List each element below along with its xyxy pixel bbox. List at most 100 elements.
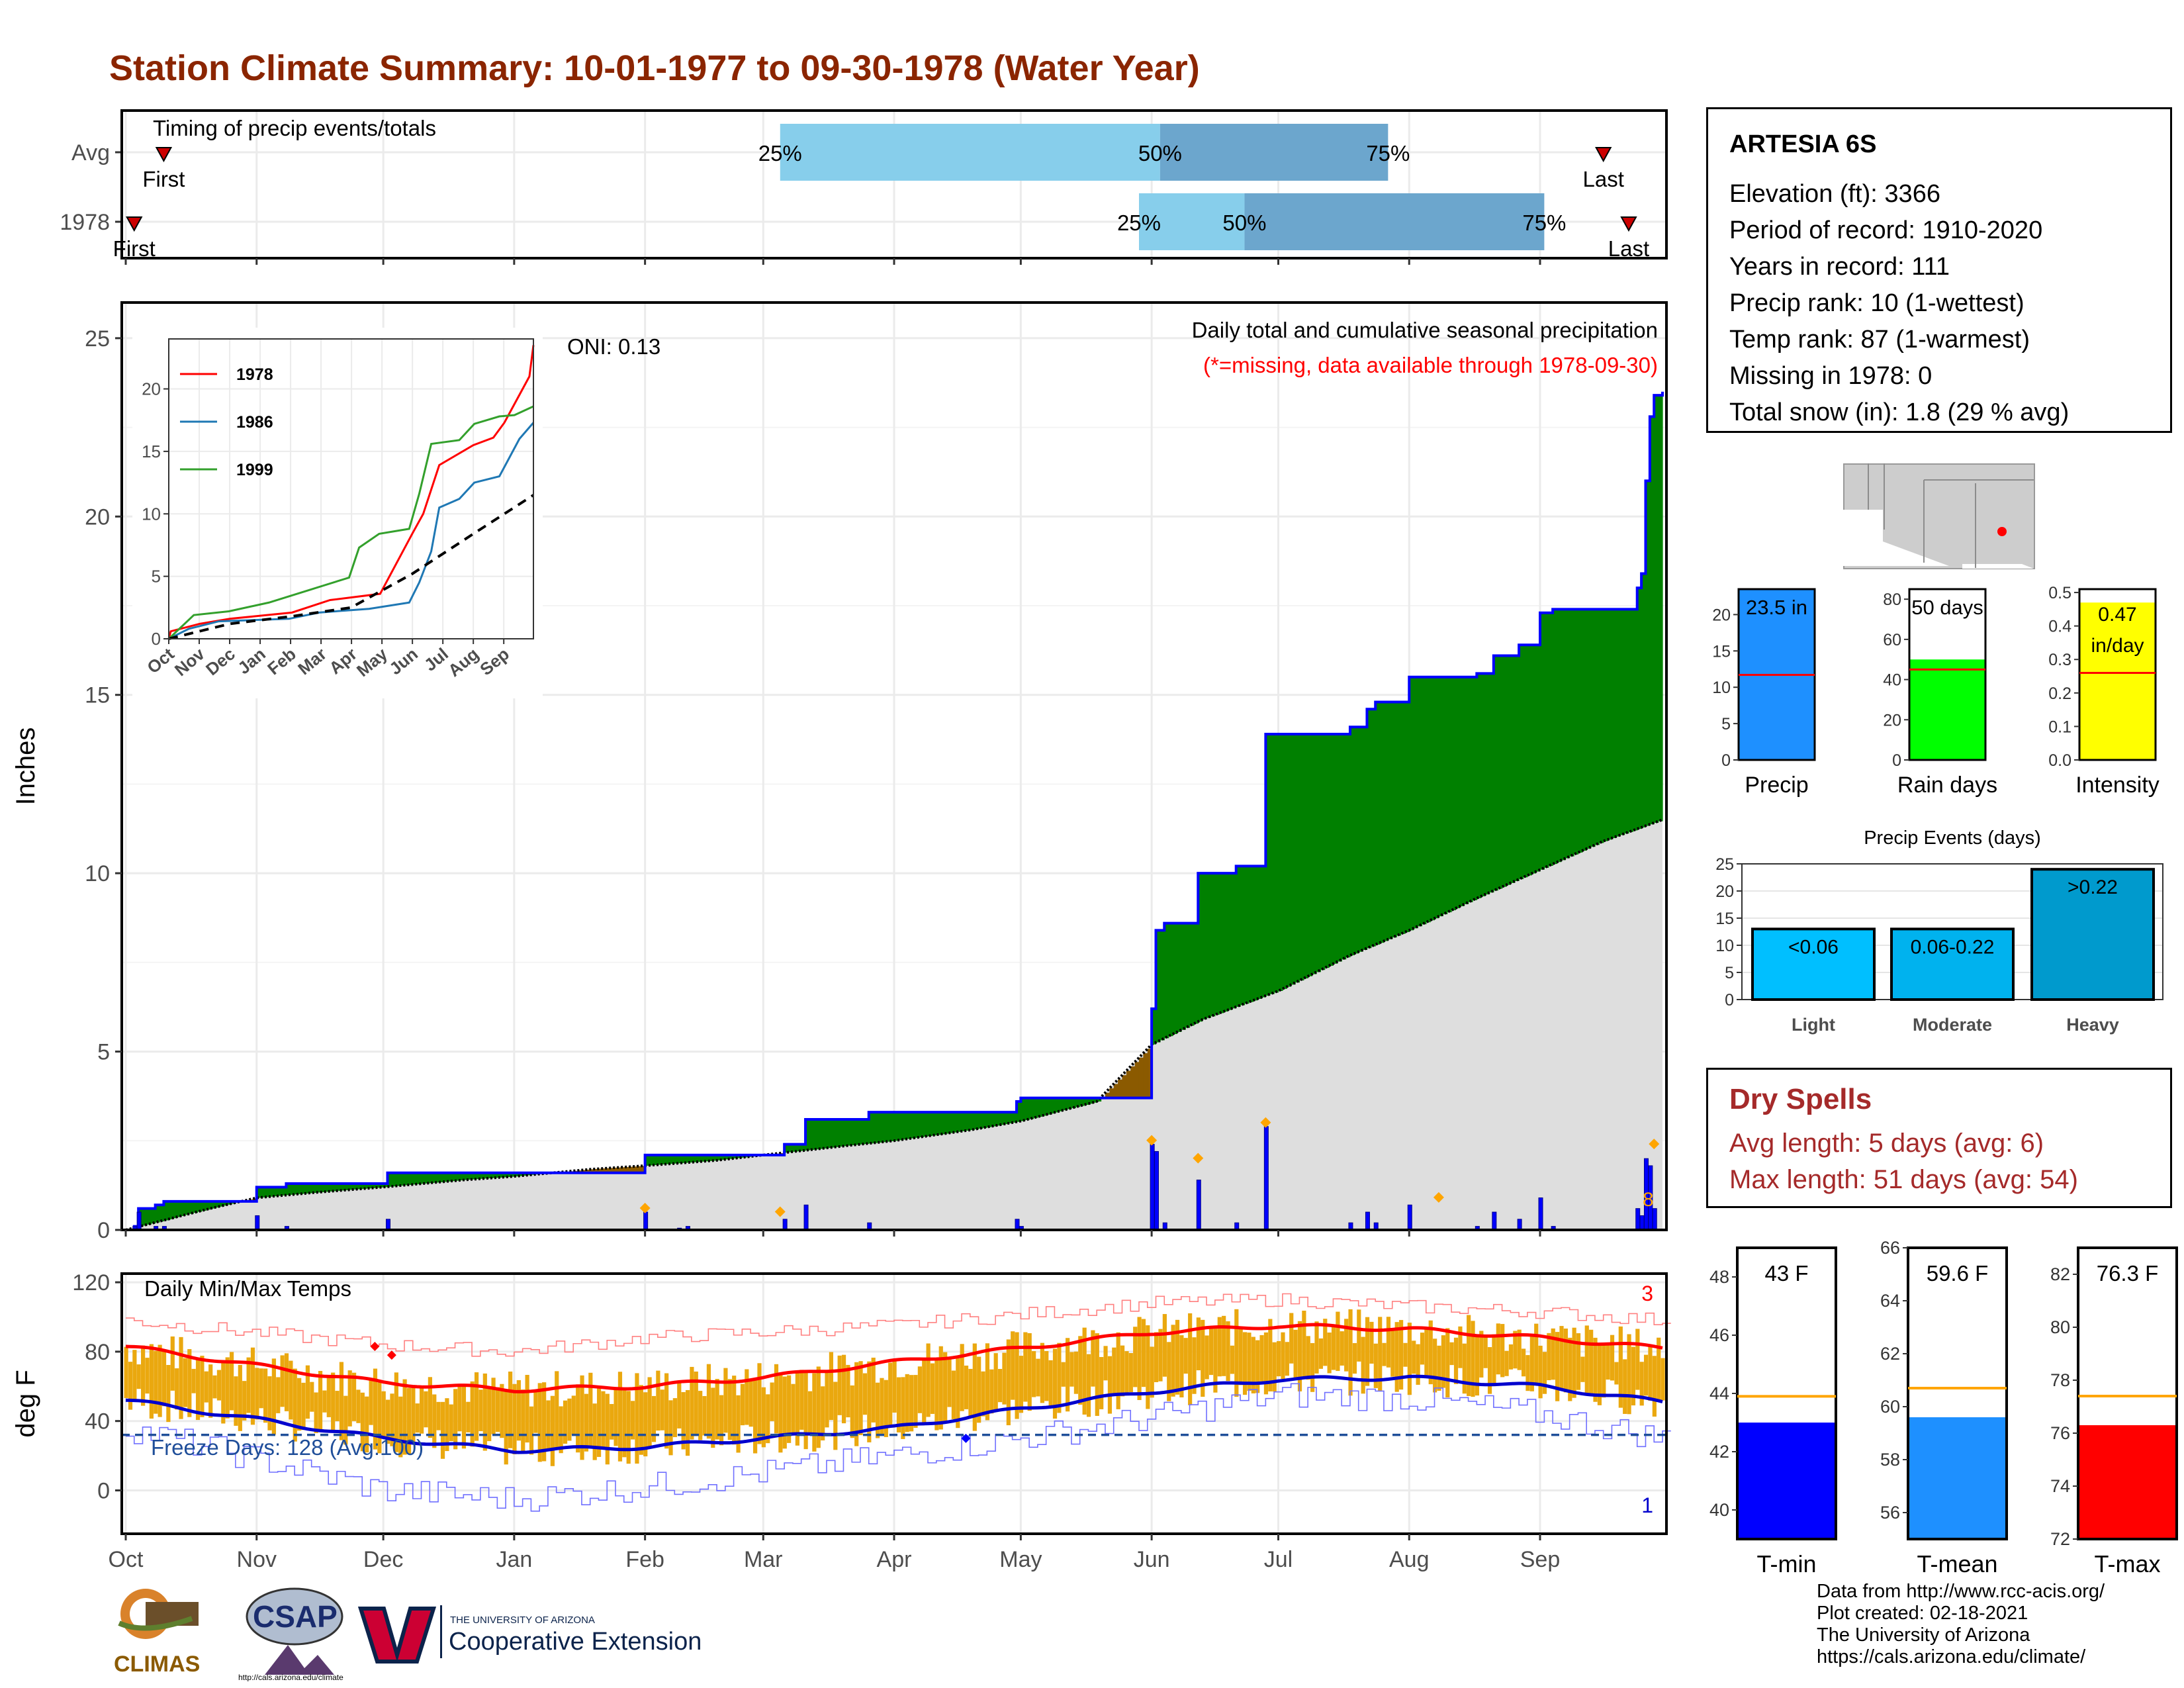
surplus-segment (510, 1172, 515, 1177)
events-y-tick-label: 15 (1715, 910, 1734, 928)
surplus-segment (683, 1154, 688, 1163)
daily-temp-bar (1589, 1329, 1594, 1396)
daily-temp-bar (875, 1382, 880, 1438)
daily-temp-bar (1593, 1337, 1598, 1402)
mini-y-tick-label: 0.5 (2048, 584, 2071, 602)
temp-bar-value-label: 76.3 F (2097, 1261, 2159, 1286)
surplus-segment (1523, 645, 1528, 878)
surplus-segment (218, 1201, 224, 1207)
daily-temp-bar (1462, 1343, 1467, 1394)
daily-temp-bar (1061, 1362, 1066, 1387)
surplus-segment (962, 1112, 967, 1131)
daily-temp-bar (1255, 1340, 1260, 1393)
event-marker (639, 1203, 651, 1214)
daily-temp-bar (343, 1395, 348, 1445)
surplus-segment (1612, 609, 1617, 839)
surplus-segment (788, 1144, 794, 1152)
daily-temp-bar (787, 1375, 792, 1443)
daily-temp-bar (1572, 1327, 1576, 1398)
timing-row-label: 1978 (60, 210, 110, 235)
surplus-segment (1198, 873, 1203, 1022)
daily-temp-bar (761, 1387, 766, 1448)
surplus-segment (1599, 609, 1604, 843)
daily-temp-bar (284, 1353, 289, 1411)
daily-precip-bar (1639, 1215, 1645, 1231)
timing-last-label: Last (1608, 236, 1649, 261)
daily-temp-bar (1141, 1319, 1146, 1387)
station-elevation: Elevation (ft): 3366 (1729, 180, 1940, 208)
surplus-segment (822, 1119, 827, 1149)
surplus-segment (932, 1112, 937, 1136)
surplus-segment (492, 1172, 498, 1178)
daily-temp-bar (1394, 1322, 1399, 1392)
daily-temp-bar (1361, 1336, 1365, 1394)
daily-temp-bar (1331, 1324, 1336, 1370)
daily-temp-bar (1580, 1356, 1585, 1382)
record-max-line (126, 1293, 1671, 1357)
event-marker (1260, 1117, 1271, 1128)
daily-temp-bar (1403, 1342, 1408, 1367)
surplus-segment (463, 1172, 469, 1180)
deficit-segment (636, 1166, 641, 1173)
inset-legend-label: 1986 (236, 413, 273, 432)
daily-temp-bar (1348, 1309, 1353, 1396)
daily-temp-bar (406, 1387, 412, 1454)
daily-temp-bar (1661, 1358, 1665, 1401)
daily-temp-bar (402, 1379, 407, 1455)
daily-temp-bar (1015, 1332, 1019, 1419)
daily-temp-bar (1196, 1317, 1201, 1371)
mini-bar-category-label: Rain days (1897, 773, 1997, 798)
daily-temp-bar (212, 1375, 217, 1399)
surplus-segment (1557, 609, 1562, 863)
surplus-segment (438, 1172, 443, 1182)
daily-precip-bar (136, 1211, 142, 1231)
surplus-segment (1299, 734, 1304, 981)
daily-temp-bar (1428, 1320, 1433, 1385)
station-location-dot (1997, 527, 2007, 536)
daily-temp-bar (1635, 1329, 1640, 1390)
surplus-segment (1342, 734, 1347, 960)
deficit-segment (611, 1168, 616, 1173)
surplus-segment (277, 1187, 283, 1196)
timing-row-label: Avg (71, 140, 110, 165)
surplus-segment (1586, 609, 1592, 849)
y-tick-label: 5 (97, 1040, 110, 1065)
surplus-segment (1329, 734, 1334, 966)
mini-y-tick-label: 0.0 (2048, 751, 2071, 770)
daily-temp-bar (521, 1389, 525, 1452)
daily-temp-bar (985, 1343, 990, 1421)
inset-chart: 05101520OctNovDecJanFebMarAprMayJunJulAu… (132, 328, 543, 698)
timing-panel-title: Timing of precip events/totals (153, 116, 436, 140)
mini-y-tick-label: 60 (1883, 631, 1901, 649)
surplus-segment (172, 1201, 177, 1219)
surplus-segment (1265, 734, 1271, 996)
daily-temp-bar (1627, 1334, 1631, 1415)
daily-temp-bar (381, 1391, 386, 1439)
daily-temp-bar (1230, 1345, 1235, 1374)
surplus-segment (1443, 677, 1448, 915)
daily-temp-bar (440, 1401, 445, 1459)
daily-temp-bar (1517, 1329, 1522, 1370)
surplus-segment (421, 1172, 426, 1184)
surplus-segment (826, 1119, 831, 1149)
daily-temp-bar (525, 1374, 529, 1443)
surplus-segment (1371, 709, 1376, 947)
daily-temp-bar (149, 1344, 154, 1419)
temp-bar-y-tick-label: 74 (2050, 1476, 2070, 1496)
daily-temp-bar (1234, 1309, 1239, 1397)
surplus-segment (1489, 673, 1494, 893)
daily-temp-bar (1500, 1324, 1505, 1378)
surplus-segment (286, 1183, 291, 1196)
daily-temp-bar (289, 1360, 293, 1420)
surplus-segment (1594, 609, 1600, 845)
surplus-segment (451, 1172, 456, 1182)
daily-temp-bar (888, 1362, 893, 1427)
daily-temp-bar (1657, 1337, 1661, 1402)
daily-temp-bar (803, 1373, 808, 1450)
credits: Data from http://www.rcc-acis.org/ Plot … (1817, 1581, 2105, 1668)
daily-temp-bar (1584, 1325, 1589, 1396)
daily-temp-bar (1547, 1333, 1551, 1380)
daily-temp-bar (183, 1358, 188, 1407)
timing-bar-25-50 (1138, 193, 1245, 250)
daily-temp-bar (1513, 1331, 1518, 1369)
